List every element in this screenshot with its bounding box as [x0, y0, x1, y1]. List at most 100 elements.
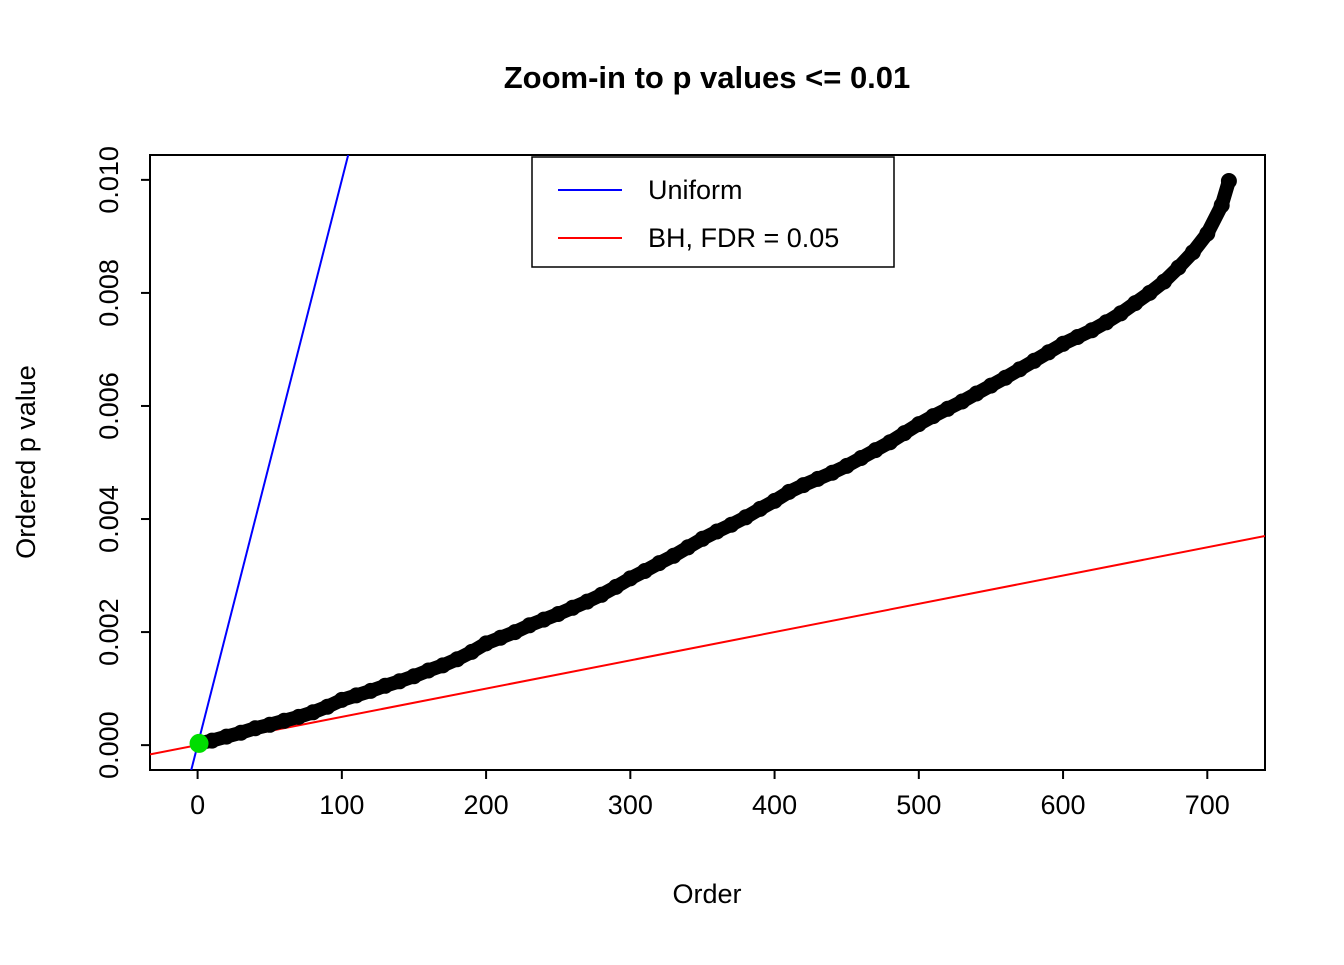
p-value-point — [867, 442, 884, 459]
p-value-point — [1213, 197, 1230, 214]
p-value-point — [723, 516, 740, 533]
p-value-point — [550, 606, 567, 622]
p-value-point — [1127, 295, 1144, 312]
p-value-point — [232, 724, 249, 741]
p-value-point — [449, 651, 466, 668]
p-value-point — [506, 624, 523, 641]
p-value-point — [997, 369, 1014, 386]
p-value-point — [305, 704, 321, 721]
p-value-point — [939, 400, 956, 417]
x-tick-label: 300 — [608, 790, 653, 820]
p-value-point — [824, 464, 841, 481]
p-value-point — [420, 662, 437, 679]
y-axis-label: Ordered p value — [11, 365, 41, 559]
p-value-point — [766, 492, 783, 509]
x-tick-label: 600 — [1041, 790, 1086, 820]
p-value-point — [1069, 329, 1086, 345]
p-value-point — [579, 593, 596, 610]
p-value-point — [377, 677, 394, 694]
p-value-point — [391, 673, 408, 690]
p-value-point — [896, 425, 913, 442]
chart-title: Zoom-in to p values <= 0.01 — [504, 60, 911, 95]
p-value-point — [1083, 322, 1100, 339]
p-value-point — [1112, 305, 1129, 322]
x-tick-label: 500 — [896, 790, 941, 820]
p-value-point — [564, 599, 581, 616]
uniform-line — [190, 155, 350, 770]
p-value-point — [838, 457, 855, 474]
p-value-point — [752, 500, 769, 517]
y-tick-label: 0.004 — [94, 485, 124, 553]
x-tick-label: 100 — [319, 790, 364, 820]
y-tick-label: 0.010 — [94, 146, 124, 214]
p-value-point — [607, 578, 624, 595]
x-axis-ticks: 0 100 200 300 400 500 600 700 — [190, 770, 1230, 820]
y-tick-label: 0.006 — [94, 372, 124, 440]
p-value-point — [680, 539, 696, 556]
p-value-point — [1026, 352, 1043, 369]
p-value-point — [1220, 173, 1237, 189]
p-value-point — [1040, 344, 1057, 361]
x-tick-label: 700 — [1185, 790, 1230, 820]
y-tick-label: 0.000 — [94, 711, 124, 779]
y-tick-label: 0.008 — [94, 259, 124, 327]
p-value-point — [809, 470, 826, 487]
legend-box — [531, 156, 895, 268]
bh-fdr-0.05-line — [150, 535, 1265, 756]
x-tick-label: 400 — [752, 790, 797, 820]
p-value-point — [636, 563, 653, 579]
p-value-point — [954, 393, 971, 410]
smallest-p-value-highlight — [189, 733, 209, 753]
p-value-point — [333, 691, 350, 708]
p-value-point — [1184, 244, 1201, 261]
p-value-point — [622, 570, 639, 587]
p-value-point — [910, 416, 927, 433]
p-value-point — [362, 682, 379, 699]
p-value-point — [1098, 314, 1115, 331]
y-tick-label: 0.002 — [94, 598, 124, 666]
p-value-point — [781, 483, 797, 500]
p-value-point — [853, 450, 870, 466]
p-value-point — [1055, 335, 1072, 352]
legend-uniform-label: Uniform — [648, 175, 743, 205]
legend-bh-label: BH, FDR = 0.05 — [648, 223, 839, 253]
p-value-point — [290, 708, 307, 725]
p-value-point — [694, 530, 711, 547]
p-value-point — [261, 716, 278, 733]
p-value-point — [1141, 284, 1158, 301]
p-value-point — [535, 611, 552, 628]
p-value-point — [463, 643, 480, 660]
p-value-point — [737, 509, 754, 526]
p-value-point — [1156, 273, 1172, 290]
p-value-point — [1199, 225, 1216, 242]
y-axis-ticks: 0.000 0.002 0.004 0.006 0.008 0.010 — [94, 146, 150, 779]
p-value-point — [319, 698, 336, 715]
data-series — [150, 155, 1265, 770]
p-value-point — [247, 720, 264, 737]
x-tick-label: 0 — [190, 790, 205, 820]
p-value-point — [882, 434, 898, 451]
p-value-point — [276, 712, 293, 729]
p-value-point — [492, 629, 509, 646]
p-value-point — [925, 408, 942, 425]
p-value-point — [651, 555, 668, 572]
p-value-point — [795, 477, 812, 494]
p-value-point — [218, 728, 235, 745]
p-value-point — [434, 657, 451, 674]
x-axis-label: Order — [672, 879, 741, 909]
p-value-point — [521, 617, 538, 634]
p-value-point — [593, 586, 610, 603]
p-value-point — [1011, 361, 1028, 378]
p-value-point — [968, 385, 985, 402]
p-value-point — [665, 547, 682, 564]
x-tick-label: 200 — [464, 790, 509, 820]
p-value-point — [708, 523, 725, 540]
p-value-point — [982, 377, 999, 394]
p-value-point — [348, 687, 365, 704]
p-value-point — [1170, 259, 1187, 276]
p-value-point — [406, 668, 422, 685]
plot-border — [149, 154, 1266, 771]
p-value-point — [478, 635, 495, 652]
